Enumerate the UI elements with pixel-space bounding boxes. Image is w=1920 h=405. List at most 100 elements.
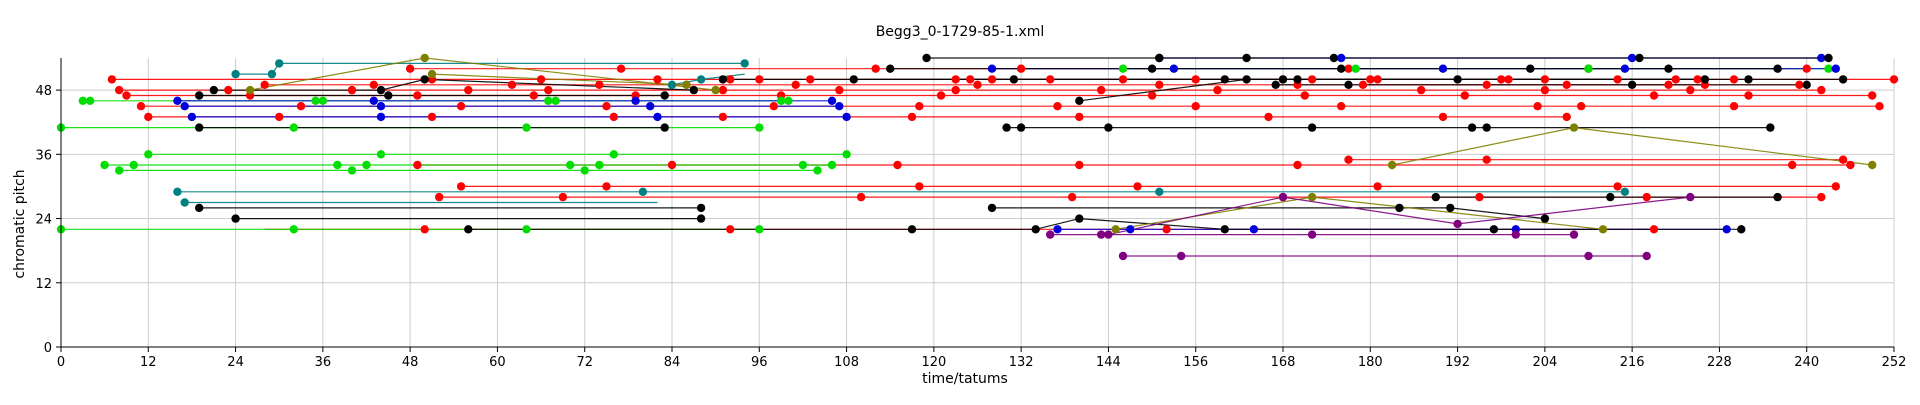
note-point <box>755 123 764 132</box>
note-point <box>696 214 706 223</box>
x-tick-label: 132 <box>1009 355 1034 370</box>
note-point <box>144 112 153 122</box>
note-point <box>1729 102 1739 111</box>
note-point <box>1664 80 1673 90</box>
note-point <box>740 59 749 68</box>
note-point <box>1337 102 1346 111</box>
note-point <box>1613 182 1622 191</box>
note-point <box>1562 112 1571 122</box>
note-point <box>1053 225 1062 234</box>
note-point <box>1693 75 1702 84</box>
note-point <box>580 166 589 175</box>
x-tick-label: 204 <box>1532 355 1557 370</box>
note-point <box>922 53 931 63</box>
note-point <box>1577 102 1586 111</box>
note-point <box>1831 182 1841 191</box>
note-point <box>507 80 517 90</box>
note-point <box>1453 75 1462 84</box>
note-point <box>522 123 531 132</box>
note-point <box>1366 75 1375 84</box>
note-point <box>100 160 109 170</box>
note-point <box>1635 53 1644 63</box>
note-point <box>136 102 146 111</box>
note-point <box>180 102 189 111</box>
note-point <box>1802 80 1811 90</box>
note-point <box>1126 225 1135 234</box>
note-point <box>1242 53 1251 63</box>
chart-title: Begg3_0-1729-85-1.xml <box>876 24 1045 40</box>
note-point <box>544 96 553 106</box>
note-point <box>427 69 437 79</box>
note-point <box>1155 187 1164 196</box>
note-point <box>915 102 924 111</box>
note-point <box>1307 192 1317 202</box>
note-point <box>1438 112 1448 122</box>
note-point <box>1373 75 1382 84</box>
note-point <box>653 112 662 122</box>
note-point <box>696 203 706 213</box>
x-tick-label: 84 <box>664 355 681 370</box>
note-point <box>602 182 611 191</box>
note-point <box>1584 64 1593 73</box>
x-tick-label: 168 <box>1271 355 1296 370</box>
note-point <box>1169 64 1179 73</box>
note-point <box>1838 75 1848 84</box>
note-point <box>769 102 778 111</box>
note-point <box>1467 123 1477 132</box>
note-point <box>1387 160 1397 170</box>
note-point <box>1817 53 1826 63</box>
note-point <box>951 85 960 95</box>
note-point <box>1540 85 1550 95</box>
note-point <box>1482 155 1491 164</box>
note-point <box>1453 219 1462 229</box>
note-point <box>653 75 662 84</box>
note-point <box>602 102 611 111</box>
note-point <box>384 91 393 100</box>
note-point <box>1213 85 1222 95</box>
note-point <box>1278 75 1288 84</box>
note-point <box>1744 91 1753 100</box>
note-point <box>522 225 531 234</box>
note-point <box>420 225 429 234</box>
note-point <box>369 96 378 106</box>
note-point <box>1307 230 1317 239</box>
note-point <box>1569 123 1579 132</box>
note-point <box>1475 192 1484 202</box>
note-point <box>1642 251 1651 261</box>
note-point <box>231 69 240 79</box>
note-point <box>886 64 895 73</box>
x-tick-label: 60 <box>489 355 506 370</box>
note-point <box>1737 225 1746 234</box>
x-tick-label: 12 <box>140 355 157 370</box>
note-point <box>1220 75 1230 84</box>
note-point <box>566 160 575 170</box>
note-point <box>1613 75 1622 84</box>
note-point <box>1293 75 1302 84</box>
note-point <box>1569 230 1579 239</box>
note-point <box>144 150 153 159</box>
note-point <box>842 150 851 159</box>
note-point <box>1104 230 1113 239</box>
note-point <box>115 85 124 95</box>
note-point <box>1649 91 1659 100</box>
note-point <box>413 160 422 170</box>
x-tick-label: 156 <box>1183 355 1208 370</box>
note-point <box>1097 85 1106 95</box>
note-point <box>195 123 204 132</box>
note-point <box>871 64 880 73</box>
note-point <box>1511 230 1521 239</box>
note-point <box>1438 64 1448 73</box>
note-point <box>827 160 837 170</box>
note-point <box>376 112 386 122</box>
note-point <box>536 75 546 84</box>
note-point <box>966 75 975 84</box>
note-point <box>1540 75 1550 84</box>
note-point <box>187 112 197 122</box>
note-point <box>376 150 386 159</box>
note-point <box>1147 64 1157 73</box>
note-point <box>951 75 960 84</box>
note-point <box>1067 192 1077 202</box>
note-point <box>987 203 997 213</box>
note-point <box>115 166 124 175</box>
note-point <box>1788 160 1797 170</box>
